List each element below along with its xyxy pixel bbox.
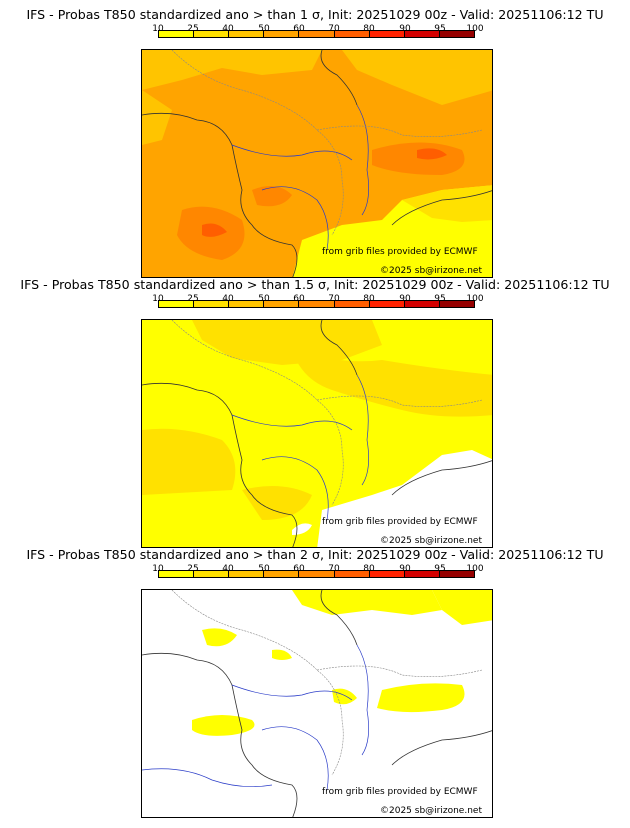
copyright-credit: ©2025 sb@irizone.net [380,806,482,816]
colorbar-tick: 60 [293,564,305,574]
colorbar-tick: 80 [363,294,375,304]
colorbar-tick: 95 [434,294,446,304]
colorbar-tick: 25 [187,24,199,34]
colorbar-segment [159,571,195,577]
probability-map: from grib files provided by ECMWF ©2025 … [141,49,493,278]
colorbar-segment [194,31,230,37]
colorbar-tick: 70 [328,294,340,304]
colorbar-ticks: 10 25 40 50 60 70 80 90 95 100 [152,564,483,575]
colorbar-tick: 25 [187,294,199,304]
colorbar-segment [229,301,265,307]
colorbar-segment [404,31,440,37]
colorbar-tick: 70 [328,564,340,574]
panel-title: IFS - Probas T850 standardized ano > tha… [20,277,610,292]
colorbar-tick: 10 [152,24,164,34]
colorbar-tick: 10 [152,294,164,304]
colorbar-tick: 70 [328,24,340,34]
colorbar-tick: 50 [258,294,270,304]
colorbar-segment [159,301,195,307]
copyright-credit: ©2025 sb@irizone.net [380,266,482,276]
data-source-credit: from grib files provided by ECMWF [322,247,478,257]
colorbar-segment [369,571,405,577]
colorbar-segment [194,571,230,577]
colorbar-tick: 40 [222,564,234,574]
colorbar-segment [334,571,370,577]
colorbar-tick: 60 [293,294,305,304]
colorbar-segment [369,301,405,307]
probability-map: from grib files provided by ECMWF ©2025 … [141,589,493,818]
colorbar-tick: 80 [363,24,375,34]
colorbar-segment [404,301,440,307]
copyright-credit: ©2025 sb@irizone.net [380,536,482,546]
colorbar-segment [264,301,300,307]
colorbar-tick: 50 [258,24,270,34]
probability-map: from grib files provided by ECMWF ©2025 … [141,319,493,548]
colorbar-segment [229,31,265,37]
colorbar-segment [299,571,335,577]
colorbar-tick: 90 [399,24,411,34]
map-panel-2: IFS - Probas T850 standardized ano > tha… [0,277,630,549]
colorbar-tick: 60 [293,24,305,34]
colorbar-segment [299,301,335,307]
colorbar-segment [299,31,335,37]
colorbar-tick: 40 [222,294,234,304]
colorbar-ticks: 10 25 40 50 60 70 80 90 95 100 [152,24,483,35]
colorbar-segment [369,31,405,37]
colorbar-segment [404,571,440,577]
colorbar-segment [334,31,370,37]
panel-title: IFS - Probas T850 standardized ano > tha… [26,7,604,22]
data-source-credit: from grib files provided by ECMWF [322,787,478,797]
colorbar-segment [439,31,474,37]
map-panel-3: IFS - Probas T850 standardized ano > tha… [0,547,630,819]
colorbar-tick: 100 [466,24,484,34]
colorbar-segment [159,31,195,37]
panel-title: IFS - Probas T850 standardized ano > tha… [26,547,604,562]
colorbar-segment [439,301,474,307]
colorbar-tick: 100 [466,564,484,574]
colorbar-tick: 90 [399,294,411,304]
colorbar [158,570,475,578]
colorbar-tick: 50 [258,564,270,574]
colorbar-tick: 95 [434,564,446,574]
colorbar-tick: 10 [152,564,164,574]
colorbar-tick: 80 [363,564,375,574]
map-panel-1: IFS - Probas T850 standardized ano > tha… [0,7,630,279]
colorbar-tick: 40 [222,24,234,34]
colorbar-segment [264,31,300,37]
colorbar-segment [334,301,370,307]
colorbar-tick: 95 [434,24,446,34]
colorbar-segment [194,301,230,307]
data-source-credit: from grib files provided by ECMWF [322,517,478,527]
colorbar [158,300,475,308]
colorbar-tick: 90 [399,564,411,574]
colorbar [158,30,475,38]
colorbar-segment [439,571,474,577]
colorbar-ticks: 10 25 40 50 60 70 80 90 95 100 [152,294,483,305]
colorbar-segment [229,571,265,577]
colorbar-segment [264,571,300,577]
colorbar-tick: 25 [187,564,199,574]
colorbar-tick: 100 [466,294,484,304]
